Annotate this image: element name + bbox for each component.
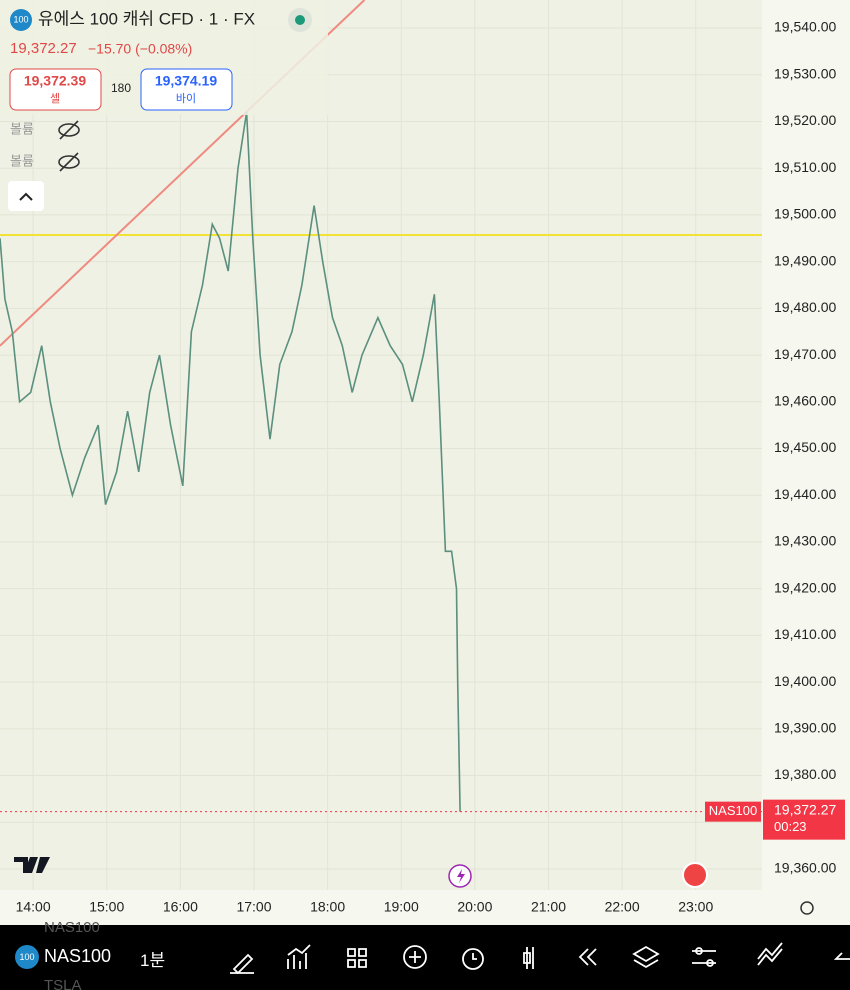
y-tick-label: 19,510.00 <box>774 159 836 175</box>
symbol-icon: 100 <box>15 945 39 969</box>
countdown: 00:23 <box>774 819 807 834</box>
status-dot <box>295 15 305 25</box>
indicator-icon[interactable] <box>287 944 311 969</box>
sell-label: 셀 <box>50 92 60 105</box>
flag-icon[interactable] <box>682 862 708 888</box>
y-tick-label: 19,400.00 <box>774 673 836 689</box>
y-tick-label: 19,430.00 <box>774 533 836 549</box>
x-tick-label: 20:00 <box>457 899 492 915</box>
y-tick-label: 19,380.00 <box>774 766 836 782</box>
ghost-symbol: NAS100 <box>44 919 100 936</box>
draw-icon[interactable] <box>230 953 254 975</box>
compare-icon[interactable] <box>757 942 783 966</box>
y-tick-label: 19,500.00 <box>774 206 836 222</box>
alert-icon[interactable] <box>462 948 484 970</box>
x-tick-label: 16:00 <box>163 899 198 915</box>
x-tick-label: 15:00 <box>89 899 124 915</box>
y-axis-bg <box>762 0 850 925</box>
chart: 19,360.0019,370.0019,380.0019,390.0019,4… <box>0 0 850 925</box>
toolbar: NAS100 TSLA 100 NAS100 1분 <box>0 919 850 990</box>
last-price-label: 19,372.27 <box>774 801 836 817</box>
y-tick-label: 19,470.00 <box>774 346 836 362</box>
y-tick-label: 19,390.00 <box>774 720 836 736</box>
symbol-icon-text: 100 <box>13 14 28 24</box>
y-tick-label: 19,480.00 <box>774 299 836 315</box>
x-tick-label: 21:00 <box>531 899 566 915</box>
change: −15.70 (−0.08%) <box>88 41 192 57</box>
ghost-symbol: TSLA <box>44 977 82 990</box>
x-tick-label: 14:00 <box>16 899 51 915</box>
tv-logo <box>14 857 50 873</box>
hidden-icons[interactable] <box>58 120 80 172</box>
x-tick-label: 19:00 <box>384 899 419 915</box>
toolbar-icons <box>230 942 850 975</box>
plot-bg <box>0 0 762 890</box>
x-tick-label: 17:00 <box>236 899 271 915</box>
replay-icon[interactable] <box>578 948 597 966</box>
collapse-icon <box>19 192 33 201</box>
event-bolt <box>457 869 465 883</box>
x-axis-bg <box>0 890 762 925</box>
y-tick-label: 19,520.00 <box>774 112 836 128</box>
y-tick-label: 19,420.00 <box>774 579 836 595</box>
sell-price: 19,372.39 <box>24 73 86 89</box>
toolbar-interval[interactable]: 1분 <box>140 951 166 970</box>
y-tick-label: 19,530.00 <box>774 65 836 81</box>
sell-button[interactable] <box>9 68 102 111</box>
y-tick-label: 19,440.00 <box>774 486 836 502</box>
buy-label: 바이 <box>176 92 196 105</box>
y-tick-label: 19,360.00 <box>774 860 836 876</box>
y-tick-label: 19,450.00 <box>774 439 836 455</box>
x-tick-label: 22:00 <box>605 899 640 915</box>
collapse-button[interactable] <box>8 181 44 211</box>
toolbar-symbol[interactable]: NAS100 <box>44 946 112 966</box>
symbol-icon <box>10 9 32 31</box>
back-icon[interactable] <box>833 952 850 960</box>
buy-price: 19,374.19 <box>155 73 217 89</box>
x-tick-label: 23:00 <box>678 899 713 915</box>
price-line <box>0 111 461 812</box>
layout-icon[interactable] <box>347 948 367 968</box>
add-icon[interactable] <box>403 945 427 969</box>
x-tick-label: 18:00 <box>310 899 345 915</box>
candle-icon[interactable] <box>523 947 534 969</box>
y-tick-label: 19,540.00 <box>774 19 836 35</box>
last-price-box <box>763 799 845 840</box>
layers-icon[interactable] <box>632 945 660 969</box>
y-tick-label: 19,410.00 <box>774 626 836 642</box>
last-price-tag <box>705 801 761 822</box>
settings-icon[interactable] <box>800 901 814 915</box>
buy-button[interactable] <box>140 68 233 111</box>
volume-label: 볼륨 <box>10 153 34 168</box>
y-tick-label: 19,460.00 <box>774 392 836 408</box>
y-tick-label: 19,490.00 <box>774 252 836 268</box>
volume-label: 볼륨 <box>10 121 34 136</box>
title: 유에스 100 캐쉬 CFD · 1 · FX <box>38 9 255 28</box>
price: 19,372.27 <box>10 40 77 57</box>
last-price-symbol: NAS100 <box>709 803 757 818</box>
spread: 180 <box>111 81 131 95</box>
